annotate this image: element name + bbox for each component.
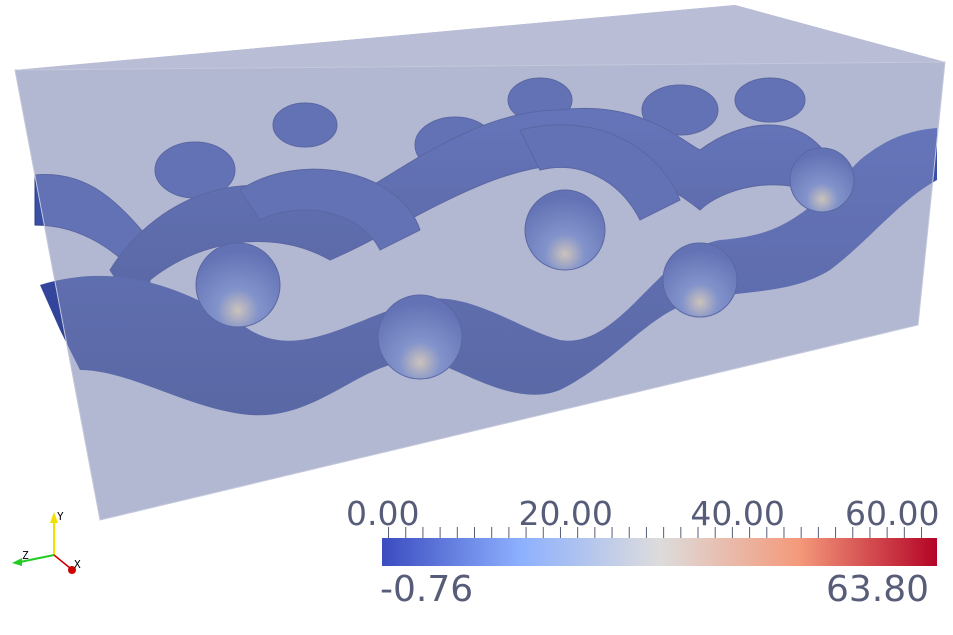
y-axis-label: Y [57, 510, 64, 523]
z-axis-label: Z [22, 549, 29, 562]
colorbar-tick-label: 0.00 [346, 494, 420, 533]
colorbar-min-label: -0.76 [380, 569, 474, 610]
colorbar-tick-label: 60.00 [845, 494, 940, 533]
x-axis-label: X [74, 558, 81, 571]
domain-box-front [14, 61, 946, 521]
y-axis-arrow-icon [50, 512, 58, 523]
orientation-axes [12, 512, 76, 574]
front-tube [40, 128, 937, 416]
z-axis-arrow-icon [12, 558, 22, 566]
colorbar[interactable] [382, 538, 937, 566]
colorbar-max-label: 63.80 [826, 569, 930, 610]
colorbar-tick-label: 40.00 [690, 494, 785, 533]
colorbar-tick-label: 20.00 [518, 494, 613, 533]
tube-cross-sections [195, 147, 855, 380]
domain-box-top [15, 5, 945, 70]
x-axis-arrow-icon [68, 566, 76, 574]
back-tubes [34, 77, 831, 301]
